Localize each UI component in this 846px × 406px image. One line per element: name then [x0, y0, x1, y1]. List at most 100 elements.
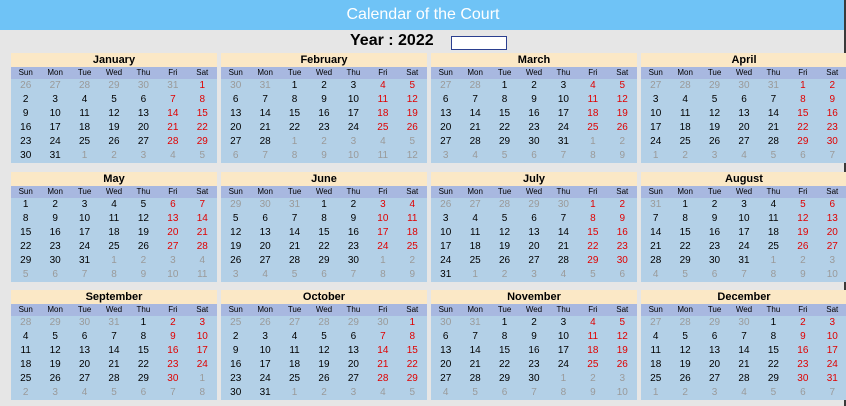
day-cell[interactable]: 4 — [590, 80, 596, 91]
day-cell[interactable]: 20 — [347, 359, 359, 370]
day-cell[interactable]: 14 — [196, 213, 208, 224]
day-cell[interactable]: 21 — [167, 122, 179, 133]
day-cell[interactable]: 25 — [377, 122, 389, 133]
day-cell[interactable]: 30 — [49, 255, 61, 266]
day-cell[interactable]: 12 — [797, 213, 809, 224]
day-cell[interactable]: 7 — [472, 94, 478, 105]
day-cell[interactable]: 3 — [652, 94, 659, 105]
day-cell[interactable]: 21 — [377, 359, 389, 370]
day-cell[interactable]: 17 — [826, 345, 838, 356]
day-cell[interactable]: 2 — [52, 199, 58, 210]
day-cell[interactable]: 18 — [587, 345, 599, 356]
day-cell[interactable]: 7 — [560, 213, 567, 224]
day-cell[interactable]: 7 — [291, 213, 298, 224]
day-cell[interactable]: 12 — [616, 94, 628, 105]
day-cell[interactable]: 21 — [259, 122, 271, 133]
day-cell[interactable]: 11 — [650, 345, 661, 356]
day-cell[interactable]: 24 — [49, 136, 61, 147]
day-cell[interactable]: 18 — [587, 108, 599, 119]
day-cell[interactable]: 30 — [616, 255, 628, 266]
day-cell[interactable]: 10 — [738, 213, 750, 224]
day-cell[interactable]: 24 — [196, 359, 208, 370]
day-cell[interactable]: 15 — [679, 227, 691, 238]
day-cell[interactable]: 20 — [230, 122, 242, 133]
day-cell[interactable]: 4 — [652, 331, 659, 342]
day-cell[interactable]: 5 — [232, 213, 239, 224]
day-cell[interactable]: 28 — [259, 136, 271, 147]
day-cell[interactable]: 17 — [440, 241, 452, 252]
day-cell[interactable]: 27 — [79, 373, 91, 384]
day-cell[interactable]: 13 — [137, 108, 149, 119]
day-cell[interactable]: 30 — [167, 373, 179, 384]
day-cell[interactable]: 2 — [232, 331, 239, 342]
day-cell[interactable]: 9 — [321, 94, 327, 105]
day-cell[interactable]: 8 — [321, 213, 327, 224]
day-cell[interactable]: 10 — [196, 331, 208, 342]
day-cell[interactable]: 22 — [289, 122, 301, 133]
day-cell[interactable]: 20 — [440, 359, 452, 370]
day-cell[interactable]: 13 — [440, 345, 452, 356]
day-cell[interactable]: 20 — [79, 359, 91, 370]
day-cell[interactable]: 5 — [800, 199, 806, 210]
day-cell[interactable]: 26 — [797, 241, 809, 252]
day-cell[interactable]: 7 — [472, 331, 478, 342]
day-cell[interactable]: 1 — [682, 199, 688, 210]
day-cell[interactable]: 19 — [797, 227, 809, 238]
day-cell[interactable]: 6 — [81, 331, 88, 342]
day-cell[interactable]: 18 — [469, 241, 481, 252]
day-cell[interactable]: 19 — [679, 359, 691, 370]
day-cell[interactable]: 18 — [377, 108, 389, 119]
day-cell[interactable]: 10 — [347, 94, 359, 105]
day-cell[interactable]: 22 — [20, 241, 32, 252]
day-cell[interactable]: 1 — [199, 80, 206, 91]
day-cell[interactable]: 21 — [469, 122, 481, 133]
day-cell[interactable]: 4 — [111, 199, 117, 210]
day-cell[interactable]: 16 — [616, 227, 628, 238]
day-cell[interactable]: 3 — [560, 80, 567, 91]
day-cell[interactable]: 6 — [170, 199, 176, 210]
day-cell[interactable]: 1 — [501, 80, 508, 91]
day-cell[interactable]: 13 — [826, 213, 838, 224]
day-cell[interactable]: 11 — [679, 108, 691, 119]
day-cell[interactable]: 14 — [469, 345, 481, 356]
day-cell[interactable]: 3 — [829, 317, 836, 328]
day-cell[interactable]: 17 — [377, 227, 389, 238]
day-cell[interactable]: 3 — [741, 199, 747, 210]
day-cell[interactable]: 13 — [709, 345, 721, 356]
day-cell[interactable]: 31 — [440, 269, 452, 280]
day-cell[interactable]: 24 — [259, 373, 271, 384]
day-cell[interactable]: 15 — [318, 227, 330, 238]
day-cell[interactable]: 7 — [262, 94, 268, 105]
day-cell[interactable]: 12 — [108, 108, 120, 119]
day-cell[interactable]: 26 — [230, 255, 242, 266]
day-cell[interactable]: 7 — [111, 331, 117, 342]
day-cell[interactable]: 1 — [409, 317, 416, 328]
day-cell[interactable]: 17 — [79, 227, 91, 238]
day-cell[interactable]: 7 — [652, 213, 659, 224]
day-cell[interactable]: 25 — [679, 136, 691, 147]
day-cell[interactable]: 25 — [289, 373, 301, 384]
day-cell[interactable]: 29 — [679, 255, 691, 266]
day-cell[interactable]: 14 — [259, 108, 271, 119]
day-cell[interactable]: 30 — [347, 255, 359, 266]
day-cell[interactable]: 27 — [440, 373, 452, 384]
day-cell[interactable]: 27 — [167, 241, 179, 252]
day-cell[interactable]: 12 — [616, 331, 628, 342]
day-cell[interactable]: 13 — [79, 345, 91, 356]
day-cell[interactable]: 22 — [797, 122, 809, 133]
day-cell[interactable]: 12 — [499, 227, 511, 238]
day-cell[interactable]: 16 — [347, 227, 359, 238]
day-cell[interactable]: 31 — [49, 150, 61, 161]
day-cell[interactable]: 18 — [289, 359, 301, 370]
day-cell[interactable]: 27 — [347, 373, 359, 384]
day-cell[interactable]: 29 — [196, 136, 208, 147]
day-cell[interactable]: 22 — [499, 122, 511, 133]
day-cell[interactable]: 13 — [167, 213, 179, 224]
day-cell[interactable]: 3 — [199, 317, 206, 328]
day-cell[interactable]: 12 — [406, 94, 418, 105]
day-cell[interactable]: 14 — [469, 108, 481, 119]
day-cell[interactable]: 26 — [616, 122, 628, 133]
day-cell[interactable]: 14 — [767, 108, 779, 119]
day-cell[interactable]: 19 — [499, 241, 511, 252]
day-cell[interactable]: 25 — [587, 122, 599, 133]
